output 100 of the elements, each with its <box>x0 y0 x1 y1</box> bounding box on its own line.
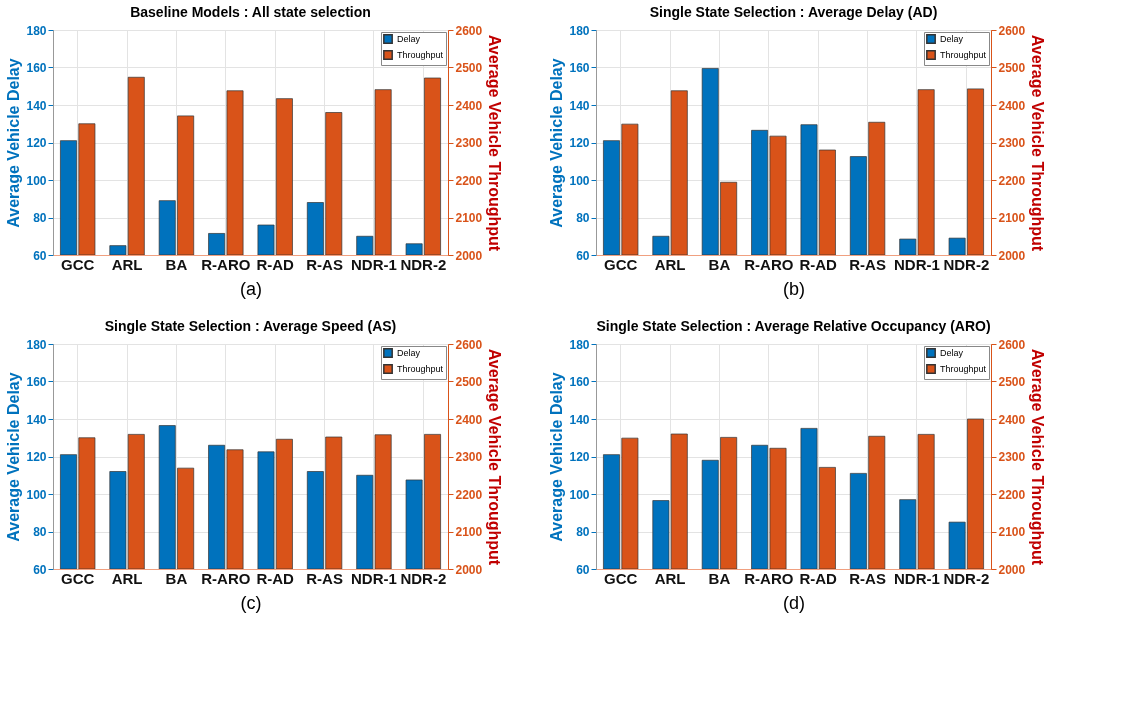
y-tick-label: 120 <box>26 136 47 150</box>
y-axis-title: Average Vehicle Delay <box>548 58 566 228</box>
y-axis-title: Average Vehicle Delay <box>548 372 566 542</box>
x-tick-label: ARL <box>654 255 686 273</box>
y-tick-label: 180 <box>569 23 590 38</box>
x-tick-label: R-ARO <box>201 569 251 587</box>
y-tick-label: 60 <box>576 248 590 263</box>
y2-tick-label: 2200 <box>998 173 1026 188</box>
y-tick-label: 160 <box>26 61 47 75</box>
y-tick-label: 120 <box>569 450 590 464</box>
y2-tick-label: 2100 <box>998 525 1026 539</box>
y-tick-label: 100 <box>569 487 590 502</box>
x-tick-label: GCC <box>604 255 638 273</box>
x-tick-label: R-AS <box>849 255 886 273</box>
y-tick-label: 120 <box>26 450 47 464</box>
y2-axis-title: Average Vehicle Throughput <box>486 34 504 252</box>
legend-label: Delay <box>397 348 421 358</box>
y-tick-label: 100 <box>569 173 590 188</box>
y2-tick-label: 2400 <box>998 98 1026 113</box>
x-tick-label: NDR-2 <box>400 569 447 587</box>
x-tick-label: BA <box>165 569 188 587</box>
x-tick-label: ARL <box>654 569 686 587</box>
y2-tick-label: 2200 <box>455 487 483 502</box>
y-tick-label: 100 <box>26 487 47 502</box>
y-tick-label: 180 <box>26 23 47 38</box>
y2-tick-label: 2300 <box>998 450 1026 464</box>
y2-axis-title: Average Vehicle Throughput <box>1029 34 1047 252</box>
y2-tick-label: 2000 <box>998 562 1026 577</box>
y2-tick-label: 2500 <box>998 375 1026 389</box>
y2-tick-label: 2100 <box>455 525 483 539</box>
y2-tick-label: 2500 <box>455 61 483 75</box>
y-tick-label: 140 <box>26 98 47 113</box>
y2-tick-label: 2200 <box>455 173 483 188</box>
x-tick-label: NDR-2 <box>943 569 990 587</box>
y2-tick-label: 2200 <box>998 487 1026 502</box>
y-tick-label: 60 <box>576 562 590 577</box>
x-tick-label: GCC <box>61 569 95 587</box>
chart-title: Single State Selection : Average Speed (AS) <box>104 318 397 334</box>
legend-label: Throughput <box>940 364 987 374</box>
x-tick-label: R-AS <box>306 569 343 587</box>
legend-label: Throughput <box>397 50 444 60</box>
y2-tick-label: 2100 <box>998 211 1026 225</box>
y2-tick-label: 2500 <box>998 61 1026 75</box>
legend-label: Throughput <box>940 50 987 60</box>
y2-tick-label: 2000 <box>455 562 483 577</box>
y2-tick-label: 2000 <box>455 248 483 263</box>
y-tick-label: 140 <box>26 412 47 427</box>
chart-title: Baseline Models : All state selection <box>130 4 371 20</box>
y2-tick-label: 2400 <box>455 98 483 113</box>
y-tick-label: 80 <box>33 211 47 225</box>
y-tick-label: 160 <box>26 375 47 389</box>
x-tick-label: R-ARO <box>744 569 794 587</box>
x-tick-label: ARL <box>111 255 143 273</box>
y2-tick-label: 2000 <box>998 248 1026 263</box>
x-tick-label: R-AD <box>256 569 295 587</box>
x-tick-label: NDR-2 <box>400 255 447 273</box>
y-tick-label: 160 <box>569 61 590 75</box>
x-tick-label: GCC <box>604 569 638 587</box>
text: (c) <box>240 592 262 613</box>
y-tick-label: 140 <box>569 98 590 113</box>
x-tick-label: ARL <box>111 569 143 587</box>
chart-title: Single State Selection : Average Relative Occupancy (ARO) <box>596 318 991 334</box>
x-tick-label: NDR-1 <box>351 255 397 273</box>
x-tick-label: R-AS <box>849 569 886 587</box>
y2-tick-label: 2300 <box>455 450 483 464</box>
y-tick-label: 160 <box>569 375 590 389</box>
text: (d) <box>783 592 805 613</box>
x-tick-label: NDR-1 <box>894 569 940 587</box>
x-tick-label: BA <box>708 569 731 587</box>
y-tick-label: 80 <box>576 211 590 225</box>
text: (a) <box>240 278 262 299</box>
x-tick-label: R-ARO <box>201 255 251 273</box>
legend-label: Delay <box>940 348 964 358</box>
legend-label: Delay <box>397 34 421 44</box>
y-tick-label: 180 <box>26 337 47 352</box>
y-tick-label: 60 <box>33 562 47 577</box>
chart-title: Single State Selection : Average Delay (AD) <box>649 4 938 20</box>
x-tick-label: BA <box>708 255 731 273</box>
y-tick-label: 120 <box>569 136 590 150</box>
y2-tick-label: 2600 <box>998 23 1026 38</box>
y2-tick-label: 2400 <box>455 412 483 427</box>
y2-tick-label: 2600 <box>455 23 483 38</box>
text: (b) <box>783 278 805 299</box>
x-tick-label: R-ARO <box>744 255 794 273</box>
x-tick-label: R-AD <box>799 255 838 273</box>
x-tick-label: BA <box>165 255 188 273</box>
y-tick-label: 60 <box>33 248 47 263</box>
y-tick-label: 180 <box>569 337 590 352</box>
legend-label: Delay <box>940 34 964 44</box>
y2-tick-label: 2300 <box>998 136 1026 150</box>
y2-tick-label: 2600 <box>455 337 483 352</box>
y2-tick-label: 2500 <box>455 375 483 389</box>
y-tick-label: 100 <box>26 173 47 188</box>
y-axis-title: Average Vehicle Delay <box>5 372 23 542</box>
y-tick-label: 80 <box>33 525 47 539</box>
x-tick-label: R-AD <box>799 569 838 587</box>
x-tick-label: NDR-2 <box>943 255 990 273</box>
y-tick-label: 140 <box>569 412 590 427</box>
y2-tick-label: 2300 <box>455 136 483 150</box>
y-axis-title: Average Vehicle Delay <box>5 58 23 228</box>
